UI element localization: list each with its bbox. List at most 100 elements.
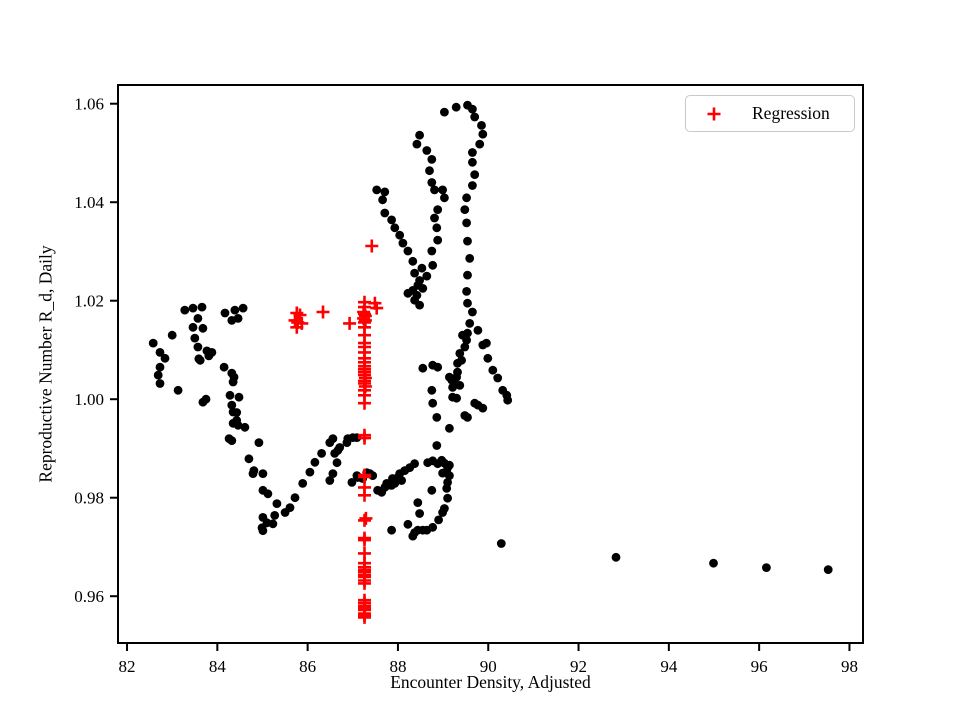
- scatter-point: [427, 385, 437, 395]
- legend-label: Regression: [752, 103, 830, 123]
- scatter-point: [258, 469, 268, 478]
- plot-border: [117, 84, 864, 644]
- scatter-point: [709, 558, 718, 568]
- scatter-point: [432, 223, 442, 233]
- scatter-point: [155, 362, 165, 372]
- scatter-point: [390, 223, 400, 233]
- scatter-point: [455, 381, 465, 390]
- scatter-point: [225, 390, 235, 400]
- x-tick-label: 86: [299, 657, 316, 676]
- scatter-point: [198, 323, 208, 333]
- scatter-point: [611, 552, 621, 562]
- regression-marker: [288, 313, 302, 327]
- scatter-point: [493, 373, 503, 383]
- regression-marker: [365, 239, 379, 253]
- x-tick-label: 94: [660, 657, 678, 676]
- scatter-point: [427, 178, 437, 187]
- regression-marker: [358, 396, 371, 410]
- scatter-point: [207, 348, 217, 357]
- scatter-point: [228, 418, 238, 428]
- scatter-point: [465, 319, 475, 328]
- scatter-point: [445, 423, 454, 433]
- scatter-point: [415, 130, 424, 140]
- scatter-point: [448, 383, 457, 392]
- scatter-point: [328, 434, 338, 443]
- scatter-point: [332, 458, 342, 468]
- x-tick-label: 84: [209, 657, 227, 676]
- scatter-point: [173, 385, 183, 395]
- scatter-point: [167, 330, 177, 340]
- scatter-point: [238, 303, 248, 313]
- regression-plus-icon: [707, 107, 721, 120]
- scatter-point: [443, 463, 452, 473]
- scatter-point: [478, 129, 488, 139]
- regression-marker: [316, 305, 330, 319]
- scatter-point: [423, 458, 433, 468]
- scatter-point: [347, 478, 357, 487]
- scatter-point: [410, 268, 419, 278]
- legend: Regression: [685, 95, 855, 132]
- scatter-point: [478, 403, 488, 413]
- scatter-point: [463, 413, 472, 422]
- scatter-point: [503, 395, 513, 405]
- scatter-point: [194, 354, 204, 364]
- scatter-point: [468, 157, 477, 167]
- scatter-point: [438, 185, 447, 195]
- scatter-point: [468, 307, 477, 317]
- scatter-point: [432, 413, 442, 422]
- scatter-point: [452, 393, 461, 403]
- scatter-point: [445, 471, 454, 480]
- scatter-point: [413, 281, 423, 290]
- scatter-point: [198, 397, 208, 407]
- scatter-point: [451, 102, 461, 112]
- scatter-point: [438, 508, 447, 517]
- scatter-point: [422, 271, 432, 281]
- scatter-point: [325, 476, 335, 485]
- x-tick-label: 82: [119, 657, 136, 676]
- y-tick-label: 1.04: [74, 193, 104, 212]
- scatter-point: [224, 434, 234, 443]
- scatter-point: [335, 443, 345, 452]
- scatter-point: [190, 333, 200, 343]
- x-tick-label: 90: [480, 657, 497, 676]
- scatter-point: [380, 187, 390, 197]
- scatter-point: [496, 539, 506, 548]
- scatter-point: [432, 441, 442, 450]
- scatter-point: [248, 469, 258, 478]
- scatter-point: [463, 270, 472, 280]
- scatter-point: [477, 121, 486, 130]
- regression-marker: [359, 511, 373, 525]
- scatter-point: [395, 230, 405, 240]
- scatter-point: [410, 528, 419, 538]
- scatter-point: [328, 469, 338, 478]
- scatter-point: [468, 148, 477, 157]
- scatter-point: [478, 340, 488, 350]
- x-tick-label: 88: [389, 657, 406, 676]
- scatter-point: [440, 107, 449, 117]
- regression-marker: [343, 316, 357, 330]
- x-axis-label: Encounter Density, Adjusted: [390, 672, 591, 692]
- scatter-point: [155, 379, 165, 388]
- y-tick-label: 0.98: [74, 489, 104, 508]
- scatter-point: [465, 254, 475, 263]
- scatter-point: [823, 565, 833, 574]
- scatter-point: [398, 238, 408, 248]
- scatter-point: [298, 479, 308, 488]
- scatter-point: [403, 519, 413, 529]
- scatter-point: [470, 170, 480, 180]
- regression-marker: [358, 431, 371, 445]
- scatter-point: [244, 454, 254, 464]
- scatter-point: [227, 400, 237, 410]
- regression-marker: [290, 320, 304, 334]
- scatter-point: [440, 193, 449, 203]
- y-tick-label: 1.02: [74, 292, 104, 311]
- y-tick-label: 1.06: [74, 95, 104, 114]
- scatter-point: [317, 449, 326, 458]
- scatter-point: [460, 205, 470, 215]
- scatter-point: [415, 509, 424, 518]
- x-tick-label: 98: [841, 657, 858, 676]
- scatter-point: [473, 325, 483, 335]
- scatter-point: [188, 303, 198, 313]
- scatter-point: [455, 349, 465, 358]
- scatter-point: [290, 493, 300, 503]
